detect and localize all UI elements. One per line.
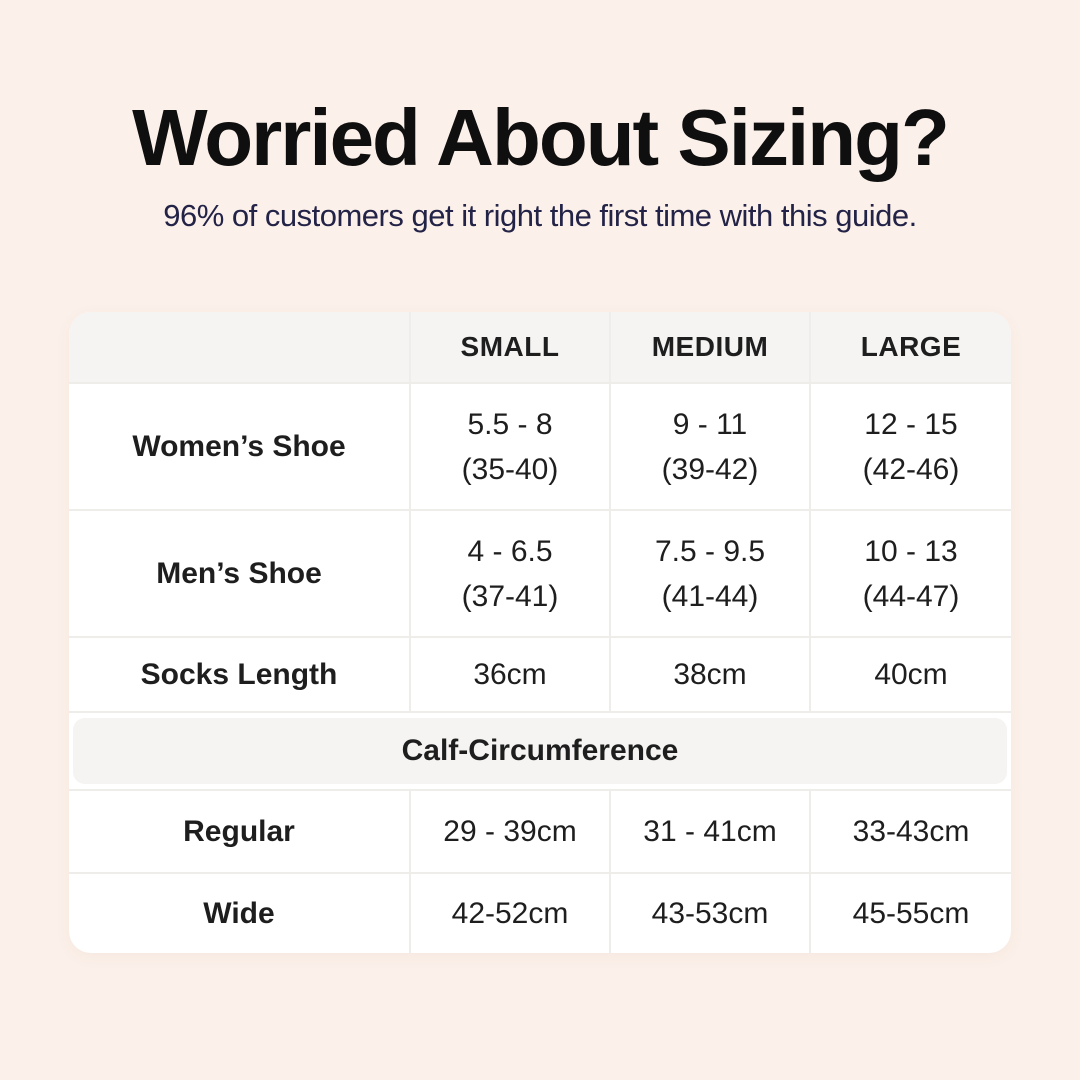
column-header-medium: MEDIUM (611, 312, 811, 382)
column-header-small: SMALL (411, 312, 611, 382)
cell-womens-large: 12 - 15 (42-46) (811, 384, 1011, 509)
row-label: Regular (69, 791, 411, 872)
cell-value-line1: 38cm (673, 658, 747, 691)
cell-value-line1: 7.5 - 9.5 (654, 534, 766, 568)
section-header-calf-circumference: Calf-Circumference (73, 718, 1007, 784)
cell-value-line2: (44-47) (862, 579, 960, 613)
cell-mens-small: 4 - 6.5 (37-41) (411, 511, 611, 636)
cell-regular-small: 29 - 39cm (411, 791, 611, 872)
table-row-regular: Regular 29 - 39cm 31 - 41cm 33-43cm (69, 791, 1011, 874)
cell-womens-medium: 9 - 11 (39-42) (611, 384, 811, 509)
cell-regular-large: 33-43cm (811, 791, 1011, 872)
table-row-womens-shoe: Women’s Shoe 5.5 - 8 (35-40) 9 - 11 (39-… (69, 384, 1011, 511)
page-title: Worried About Sizing? (132, 93, 950, 182)
size-table: SMALL MEDIUM LARGE Women’s Shoe 5.5 - 8 … (69, 312, 1011, 953)
cell-womens-small: 5.5 - 8 (35-40) (411, 384, 611, 509)
cell-value-line2: (42-46) (862, 452, 960, 486)
cell-value-line1: 9 - 11 (672, 407, 748, 441)
table-header-row: SMALL MEDIUM LARGE (69, 312, 1011, 384)
cell-value: 43-53cm (651, 897, 769, 930)
cell-value-line1: 10 - 13 (864, 534, 958, 568)
row-label: Men’s Shoe (69, 511, 411, 636)
cell-wide-medium: 43-53cm (611, 874, 811, 953)
cell-value-line2: (35-40) (461, 452, 559, 486)
table-row-mens-shoe: Men’s Shoe 4 - 6.5 (37-41) 7.5 - 9.5 (41… (69, 511, 1011, 638)
table-row-wide: Wide 42-52cm 43-53cm 45-55cm (69, 874, 1011, 953)
cell-socks-medium: 38cm (611, 638, 811, 711)
column-header-large: LARGE (860, 331, 962, 362)
cell-socks-large: 40cm (811, 638, 1011, 711)
cell-value: 29 - 39cm (443, 815, 577, 848)
cell-value-line1: 5.5 - 8 (467, 407, 553, 441)
cell-mens-large: 10 - 13 (44-47) (811, 511, 1011, 636)
cell-wide-large: 45-55cm (811, 874, 1011, 953)
cell-regular-medium: 31 - 41cm (611, 791, 811, 872)
page-subtitle: 96% of customers get it right the first … (163, 198, 917, 233)
cell-value-line1: 40cm (874, 658, 948, 691)
cell-value: 42-52cm (451, 897, 569, 930)
header-empty-cell (69, 312, 411, 382)
section-header-row: Calf-Circumference (69, 713, 1011, 791)
row-label: Wide (69, 874, 411, 953)
cell-value: 31 - 41cm (643, 815, 777, 848)
cell-value-line1: 4 - 6.5 (467, 534, 553, 568)
cell-value-line2: (41-44) (661, 579, 759, 613)
cell-value: 33-43cm (852, 815, 970, 848)
cell-value-line1: 12 - 15 (864, 407, 958, 441)
cell-value-line2: (39-42) (661, 452, 759, 486)
cell-value-line2: (37-41) (461, 579, 559, 613)
cell-mens-medium: 7.5 - 9.5 (41-44) (611, 511, 811, 636)
cell-value-line1: 36cm (473, 658, 547, 691)
cell-value: 45-55cm (852, 897, 970, 930)
row-label: Socks Length (69, 638, 411, 711)
table-row-socks-length: Socks Length 36cm 38cm 40cm (69, 638, 1011, 713)
cell-socks-small: 36cm (411, 638, 611, 711)
row-label: Women’s Shoe (69, 384, 411, 509)
cell-wide-small: 42-52cm (411, 874, 611, 953)
